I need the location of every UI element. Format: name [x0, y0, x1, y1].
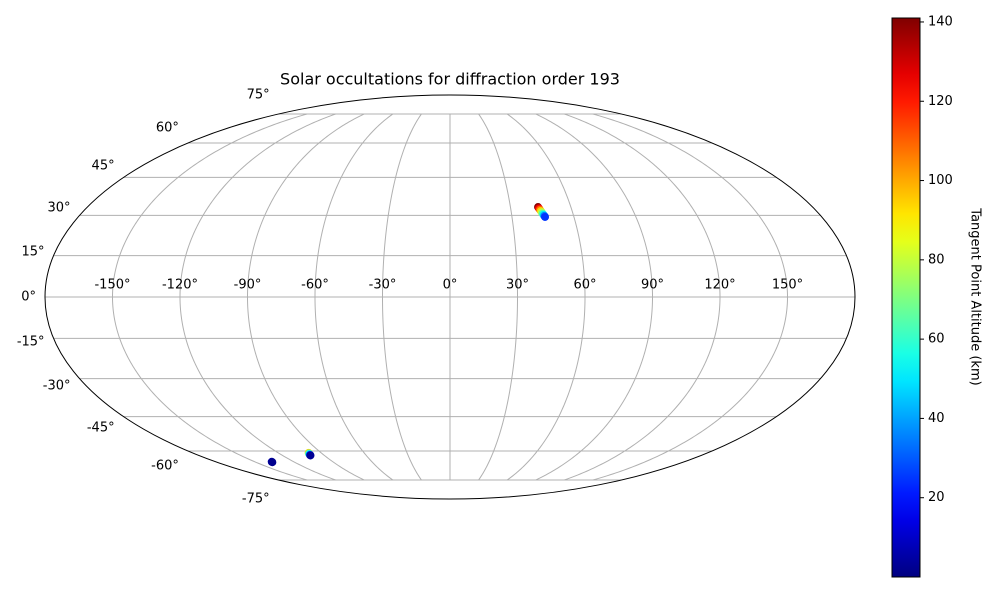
y-tick-label: 30°: [47, 200, 70, 215]
map-boundary: [44, 94, 856, 500]
colorbar-tick-label: 120: [928, 94, 953, 109]
colorbar-tick-label: 20: [928, 490, 945, 505]
y-tick-label: -75°: [242, 491, 270, 506]
colorbar-tick-label: 80: [928, 252, 945, 267]
grid-line: [382, 113, 422, 481]
x-tick-label: -150°: [94, 278, 130, 293]
x-tick-label: -90°: [234, 278, 262, 293]
x-tick-label: 60°: [573, 278, 596, 293]
colorbar-tick-label: 40: [928, 411, 945, 426]
y-tick-label: 45°: [92, 159, 115, 174]
colorbar-label: Tangent Point Altitude (km): [968, 207, 983, 385]
x-tick-label: 90°: [641, 278, 664, 293]
x-tick-label: 120°: [704, 278, 735, 293]
grid-line: [111, 113, 308, 481]
colorbar: [891, 17, 921, 578]
x-tick-label: 0°: [443, 278, 458, 293]
y-tick-label: -30°: [43, 379, 71, 394]
chart-title: Solar occultations for diffraction order…: [280, 70, 620, 89]
x-tick-label: -120°: [162, 278, 198, 293]
y-tick-label: 75°: [247, 88, 270, 103]
grid-line: [247, 113, 365, 481]
x-tick-label: 30°: [506, 278, 529, 293]
colorbar-tick-label: 100: [928, 173, 953, 188]
grid-line: [592, 113, 789, 481]
colorbar-tick-label: 140: [928, 14, 953, 29]
point: [306, 451, 315, 460]
x-tick-label: 150°: [772, 278, 803, 293]
grid-line: [314, 113, 394, 481]
y-tick-label: -45°: [87, 420, 115, 435]
x-tick-label: -60°: [301, 278, 329, 293]
y-tick-label: -15°: [17, 335, 45, 350]
point: [541, 212, 550, 221]
y-tick-label: 15°: [22, 244, 45, 259]
y-tick-label: 0°: [21, 290, 36, 305]
grid-line: [506, 113, 586, 481]
y-tick-label: 60°: [156, 120, 179, 135]
grid-line: [564, 113, 721, 481]
grid-line: [535, 113, 653, 481]
colorbar-tick-label: 60: [928, 332, 945, 347]
y-tick-label: -60°: [151, 459, 179, 474]
grid-line: [478, 113, 518, 481]
point: [268, 458, 277, 467]
x-tick-label: -30°: [369, 278, 397, 293]
grid-line: [179, 113, 336, 481]
